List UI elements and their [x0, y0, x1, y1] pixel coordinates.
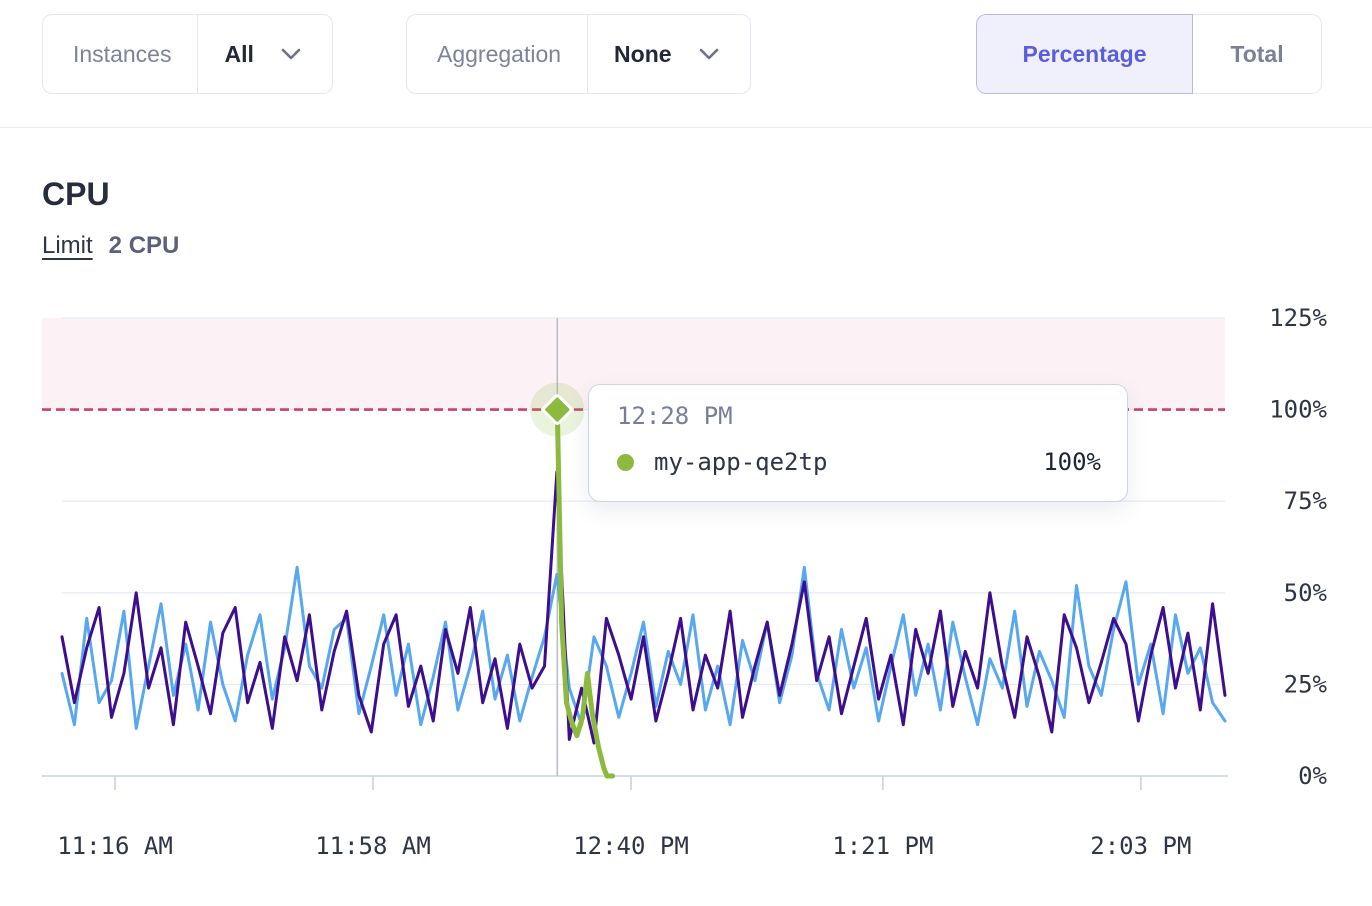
y-axis-label: 100%	[1269, 396, 1327, 424]
series-line-instance-b	[60, 470, 1227, 745]
y-axis-label: 75%	[1284, 487, 1328, 515]
tooltip-series-name: my-app-qe2tp	[654, 448, 828, 476]
limit-value: 2 CPU	[108, 232, 180, 259]
x-axis-label: 1:21 PM	[832, 832, 933, 860]
series-line-my-app-qe2tp	[554, 407, 616, 779]
series-line-instance-a	[60, 565, 1227, 730]
y-axis-label: 125%	[1269, 304, 1327, 332]
y-axis-label: 0%	[1298, 762, 1327, 790]
aggregation-value: None	[614, 40, 672, 67]
toggle-total[interactable]: Total	[1193, 14, 1322, 94]
chevron-down-icon	[698, 47, 720, 61]
instances-dropdown[interactable]: Instances All	[42, 14, 333, 94]
y-axis-label: 25%	[1284, 670, 1328, 698]
chevron-down-icon	[280, 47, 302, 61]
x-axis-label: 11:58 AM	[315, 832, 431, 860]
unit-toggle: Percentage Total	[976, 14, 1322, 94]
series-color-dot	[617, 453, 634, 471]
aggregation-label: Aggregation	[437, 40, 562, 67]
chart-tooltip: 12:28 PM my-app-qe2tp 100%	[588, 384, 1128, 502]
divider	[197, 15, 199, 93]
instances-value: All	[224, 40, 254, 67]
limit-label[interactable]: Limit	[42, 232, 93, 259]
header-divider	[0, 127, 1372, 128]
x-axis-label: 12:40 PM	[573, 832, 689, 860]
tooltip-series-value: 100%	[1043, 448, 1101, 476]
divider	[587, 15, 589, 93]
marker-diamond	[541, 394, 573, 425]
toggle-percentage[interactable]: Percentage	[976, 14, 1193, 94]
tooltip-time: 12:28 PM	[617, 402, 733, 430]
y-axis-label: 50%	[1284, 579, 1328, 607]
limit-row: Limit 2 CPU	[42, 232, 179, 260]
page-title: CPU	[42, 176, 110, 212]
x-axis-label: 11:16 AM	[57, 832, 173, 860]
tooltip-series-row: my-app-qe2tp 100%	[617, 448, 1101, 476]
x-axis-label: 2:03 PM	[1090, 832, 1191, 860]
instances-label: Instances	[73, 40, 172, 67]
aggregation-dropdown[interactable]: Aggregation None	[406, 14, 751, 94]
